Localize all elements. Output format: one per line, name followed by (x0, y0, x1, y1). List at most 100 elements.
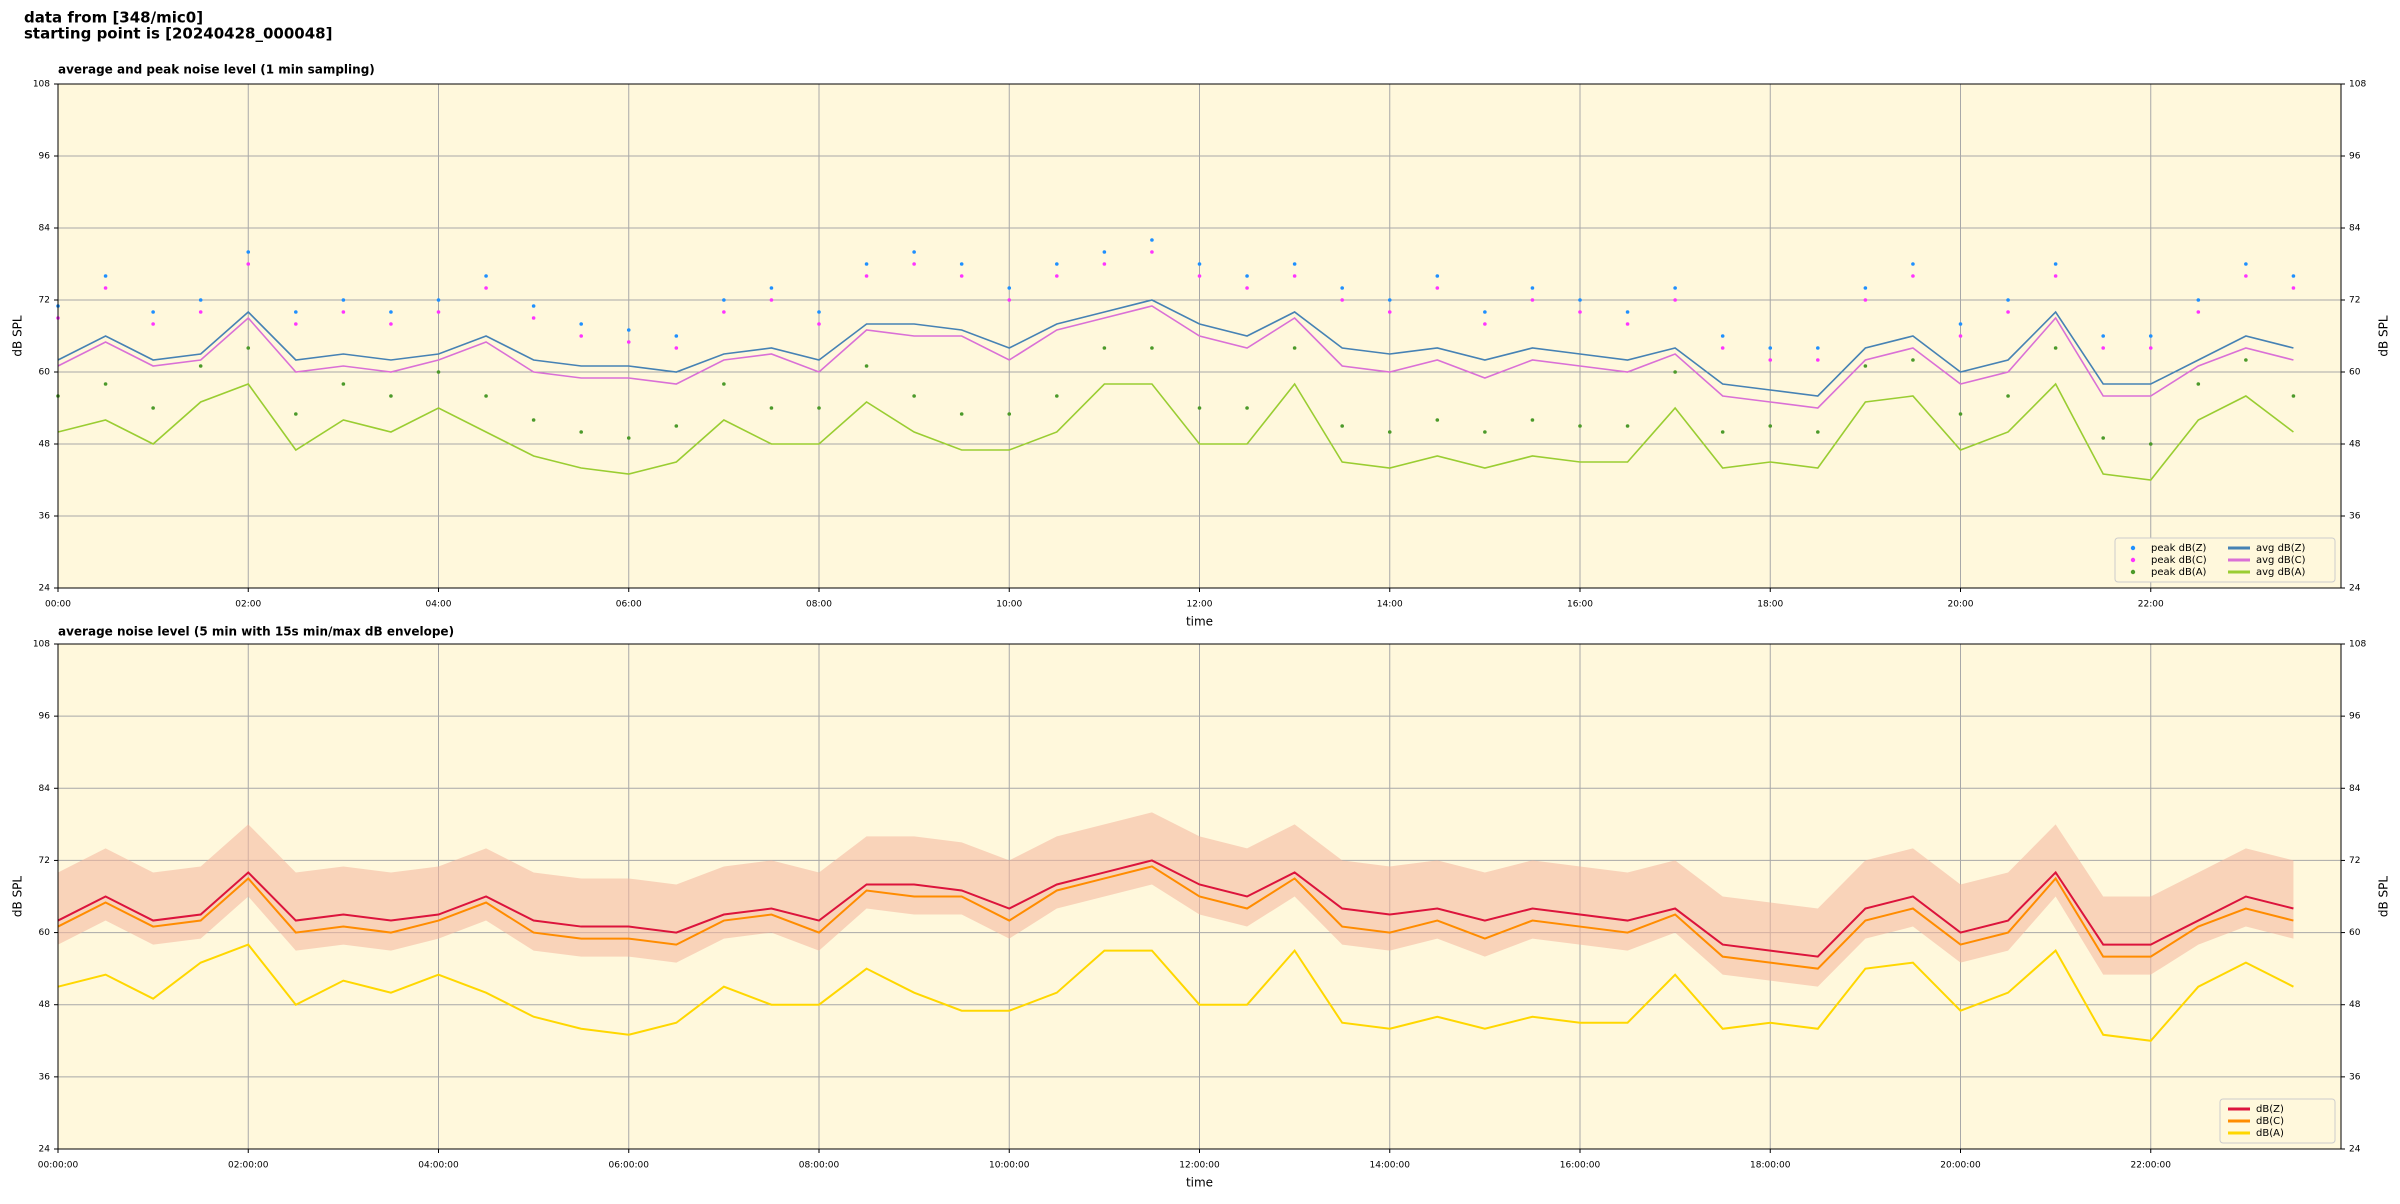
peak-point (1625, 310, 1630, 314)
peak-point (531, 304, 536, 308)
peak-point (959, 412, 964, 416)
peak-point (817, 406, 821, 410)
peak-point (769, 298, 774, 302)
peak-point (341, 382, 346, 386)
header-line: data from [348/mic0] (24, 9, 203, 27)
x-tick-label: 02:00:00 (228, 1161, 269, 1171)
peak-point (722, 310, 726, 314)
y-axis-label: dB SPL (2377, 315, 2391, 357)
peak-point (1435, 274, 1440, 278)
peak-point (103, 382, 108, 386)
peak-point (817, 322, 821, 326)
peak-point (1911, 262, 1915, 266)
peak-point (1958, 334, 1963, 338)
x-tick-label: 06:00 (616, 600, 642, 610)
legend-marker (2130, 545, 2136, 551)
peak-point (1578, 424, 1582, 428)
peak-point (151, 322, 155, 326)
peak-point (1768, 358, 1773, 362)
y-tick-label: 60 (39, 928, 51, 938)
peak-point (436, 298, 441, 302)
y-tick-label: 72 (39, 296, 50, 306)
peak-point (959, 262, 964, 266)
x-tick-label: 12:00 (1187, 600, 1213, 610)
peak-point (389, 322, 393, 326)
legend-box (2114, 537, 2336, 583)
peak-point (1435, 418, 1440, 422)
peak-point (1292, 262, 1297, 266)
peak-point (2053, 346, 2058, 350)
peak-point (484, 286, 488, 290)
peak-point (1055, 262, 1059, 266)
peak-point (1768, 424, 1773, 428)
peak-point (1102, 262, 1107, 266)
peak-point (1197, 262, 1202, 266)
peak-point (2006, 394, 2010, 398)
x-tick-label: 06:00:00 (609, 1161, 650, 1171)
legend-marker (2130, 557, 2136, 563)
y-axis-label: dB SPL (2377, 876, 2391, 918)
peak-point (722, 298, 726, 302)
x-tick-label: 00:00:00 (38, 1161, 79, 1171)
peak-point (1340, 424, 1344, 428)
peak-point (1863, 298, 1868, 302)
peak-point (2006, 310, 2010, 314)
peak-point (674, 346, 679, 350)
peak-point (2196, 382, 2201, 386)
peak-point (1483, 310, 1487, 314)
y-tick-label: 84 (2349, 784, 2361, 794)
y-tick-label: 36 (39, 512, 51, 522)
peak-point (864, 274, 869, 278)
peak-point (1720, 346, 1725, 350)
peak-point (294, 322, 298, 326)
peak-point (1530, 298, 1535, 302)
peak-point (484, 274, 488, 278)
peak-point (389, 310, 393, 314)
x-axis-label: time (1186, 615, 1213, 629)
y-tick-label: 24 (39, 584, 51, 594)
peak-point (1863, 286, 1868, 290)
y-tick-label: 24 (39, 1145, 51, 1155)
x-tick-label: 20:00:00 (1940, 1161, 1981, 1171)
x-tick-label: 20:00 (1948, 600, 1974, 610)
x-tick-label: 12:00:00 (1179, 1161, 1220, 1171)
series-line (57, 299, 2294, 397)
peak-point (1245, 286, 1249, 290)
peak-point (1911, 358, 1915, 362)
y-tick-label: 108 (2349, 640, 2366, 650)
peak-point (674, 424, 679, 428)
peak-point (2148, 334, 2153, 338)
peak-point (912, 262, 916, 266)
legend-label: peak dB(Z) (2151, 543, 2207, 554)
peak-point (1530, 418, 1535, 422)
peak-point (1483, 430, 1487, 434)
peak-point (674, 334, 679, 338)
peak-point (1483, 322, 1487, 326)
peak-point (722, 382, 726, 386)
x-tick-label: 16:00:00 (1560, 1161, 1601, 1171)
peak-point (1958, 322, 1963, 326)
peak-point (2244, 262, 2248, 266)
peak-point (1292, 274, 1297, 278)
peak-point (1673, 298, 1677, 302)
peak-point (1150, 238, 1154, 242)
legend-label: avg dB(C) (2256, 555, 2306, 566)
peak-point (531, 418, 536, 422)
y-tick-label: 48 (2349, 440, 2361, 450)
y-tick-label: 48 (39, 440, 51, 450)
peak-point (103, 286, 108, 290)
peak-point (1625, 322, 1630, 326)
y-tick-label: 96 (2349, 152, 2361, 162)
peak-point (1673, 286, 1677, 290)
legend-marker (2130, 569, 2136, 575)
peak-point (579, 430, 583, 434)
peak-point (1245, 406, 1249, 410)
peak-point (341, 298, 346, 302)
peak-point (2101, 346, 2105, 350)
peak-point (959, 274, 964, 278)
peak-point (2053, 274, 2058, 278)
y-axis-label: dB SPL (11, 876, 25, 918)
y-axis-label: dB SPL (11, 315, 25, 357)
peak-point (2148, 442, 2153, 446)
peak-point (1530, 286, 1535, 290)
